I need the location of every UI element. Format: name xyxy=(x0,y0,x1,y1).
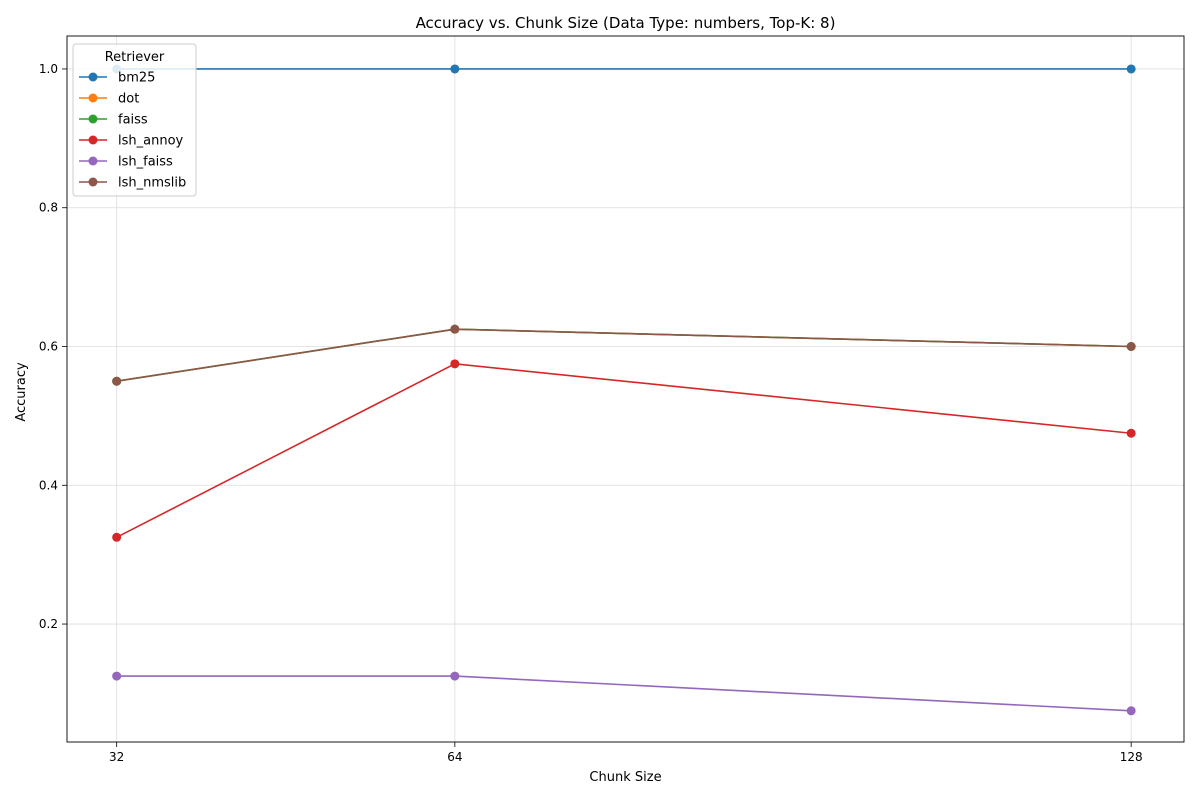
series-lsh_annoy xyxy=(112,359,1136,542)
plot-frame xyxy=(66,35,1185,743)
data-point xyxy=(1126,428,1136,438)
series-lsh_nmslib xyxy=(112,324,1136,386)
legend-label: lsh_faiss xyxy=(118,155,173,170)
legend-label: dot xyxy=(118,92,139,107)
data-point xyxy=(450,324,460,334)
legend-item-bm25: bm25 xyxy=(79,71,155,86)
legend-swatch-marker xyxy=(88,135,98,145)
series-line xyxy=(116,328,1132,382)
x-tick-label: 32 xyxy=(109,750,124,764)
data-point xyxy=(1126,342,1136,352)
y-tick-label: 0.2 xyxy=(39,617,58,631)
y-axis-label: Accuracy xyxy=(14,362,29,422)
series-lines xyxy=(112,64,1136,716)
x-tick-label: 64 xyxy=(447,750,462,764)
y-tick-label: 0.8 xyxy=(39,201,58,215)
legend-item-faiss: faiss xyxy=(79,113,148,128)
grid-lines xyxy=(67,36,1184,742)
legend-swatch-marker xyxy=(88,177,98,187)
legend-swatch-marker xyxy=(88,72,98,82)
legend-item-lsh_annoy: lsh_annoy xyxy=(79,134,184,149)
x-tick-label: 128 xyxy=(1120,750,1143,764)
data-point xyxy=(450,64,460,74)
legend-swatch-marker xyxy=(88,156,98,166)
y-tick-label: 0.4 xyxy=(39,478,58,492)
series-line xyxy=(116,328,1132,382)
legend-label: lsh_annoy xyxy=(118,134,184,149)
series-bm25 xyxy=(112,64,1136,74)
legend: Retriever bm25 dot faiss lsh_annoy lsh_faissl… xyxy=(72,43,197,197)
y-tick-label: 1.0 xyxy=(39,62,58,76)
data-point xyxy=(1126,706,1136,716)
y-tick-label: 0.6 xyxy=(39,340,58,354)
data-point xyxy=(112,671,122,681)
legend-label: bm25 xyxy=(118,71,155,86)
series-lsh_faiss xyxy=(112,671,1136,716)
legend-swatch-marker xyxy=(88,114,98,124)
legend-label: faiss xyxy=(118,113,148,128)
axes: 32 64 128 0.2 0.4 0.6 0.8 1.0 xyxy=(39,35,1185,764)
data-point xyxy=(1126,64,1136,74)
series-line xyxy=(116,363,1132,539)
series-line xyxy=(116,328,1132,382)
data-point xyxy=(450,671,460,681)
series-line xyxy=(116,675,1132,712)
legend-label: lsh_nmslib xyxy=(118,176,186,191)
legend-item-lsh_faiss: lsh_faiss xyxy=(79,155,173,170)
chart-title: Accuracy vs. Chunk Size (Data Type: numb… xyxy=(416,14,836,32)
data-point xyxy=(112,532,122,542)
legend-box xyxy=(72,43,197,197)
data-point xyxy=(112,376,122,386)
legend-title: Retriever xyxy=(105,50,165,65)
legend-item-dot: dot xyxy=(79,92,139,107)
data-point xyxy=(450,359,460,369)
legend-swatch-marker xyxy=(88,93,98,103)
legend-item-lsh_nmslib: lsh_nmslib xyxy=(79,176,186,191)
x-axis-label: Chunk Size xyxy=(589,770,661,785)
